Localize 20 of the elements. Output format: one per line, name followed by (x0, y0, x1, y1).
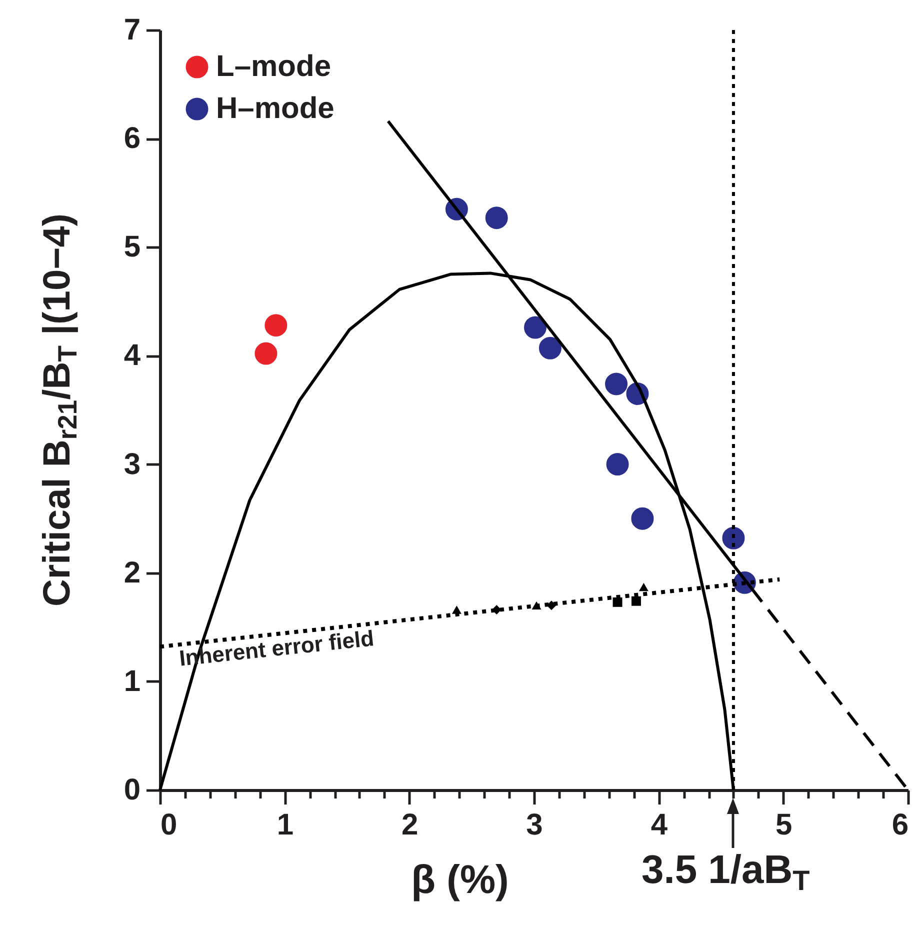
x-axis-title: β (%) (410, 858, 510, 903)
legend-label: H–mode (216, 92, 334, 125)
y-tick-label: 3 (124, 448, 140, 481)
x-tick-label: 2 (401, 808, 418, 842)
x-tick-label: 4 (650, 808, 668, 842)
y-tick-label: 4 (124, 339, 141, 372)
x-tick-label: 5 (775, 808, 792, 842)
y-tick-label: 6 (124, 122, 140, 156)
x-tick-label: 1 (276, 808, 294, 842)
y-tick-label: 7 (124, 14, 140, 46)
ref-line-label: 3.5 1/aB$_{T}$ (641, 848, 810, 897)
x-tick-label: 6 (892, 808, 908, 842)
x-tick-label: 0 (160, 808, 178, 842)
y-tick-label: 1 (124, 664, 140, 698)
y-tick-label: 0 (124, 774, 140, 806)
y-tick-label: 2 (124, 556, 140, 590)
annotation: Inherent error field (178, 626, 376, 672)
y-tick-label: 5 (124, 230, 140, 264)
legend-label: L–mode (216, 50, 332, 83)
x-tick-label: 3 (526, 808, 543, 842)
